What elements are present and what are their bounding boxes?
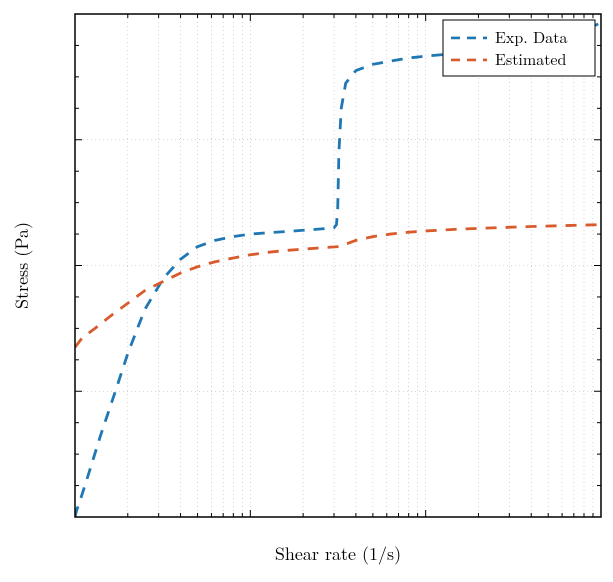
legend-label: Estimated [495, 47, 567, 70]
legend: Exp. DataEstimated [443, 20, 595, 76]
legend-label: Exp. Data [495, 25, 567, 48]
line-chart: Shear rate (1/s) Stress (Pa) Exp. DataEsti… [0, 0, 613, 582]
x-axis-label: Shear rate (1/s) [275, 541, 401, 566]
chart-svg: Shear rate (1/s) Stress (Pa) Exp. DataEsti… [0, 0, 613, 582]
plot-bg [75, 14, 601, 517]
y-axis-label: Stress (Pa) [9, 222, 34, 309]
